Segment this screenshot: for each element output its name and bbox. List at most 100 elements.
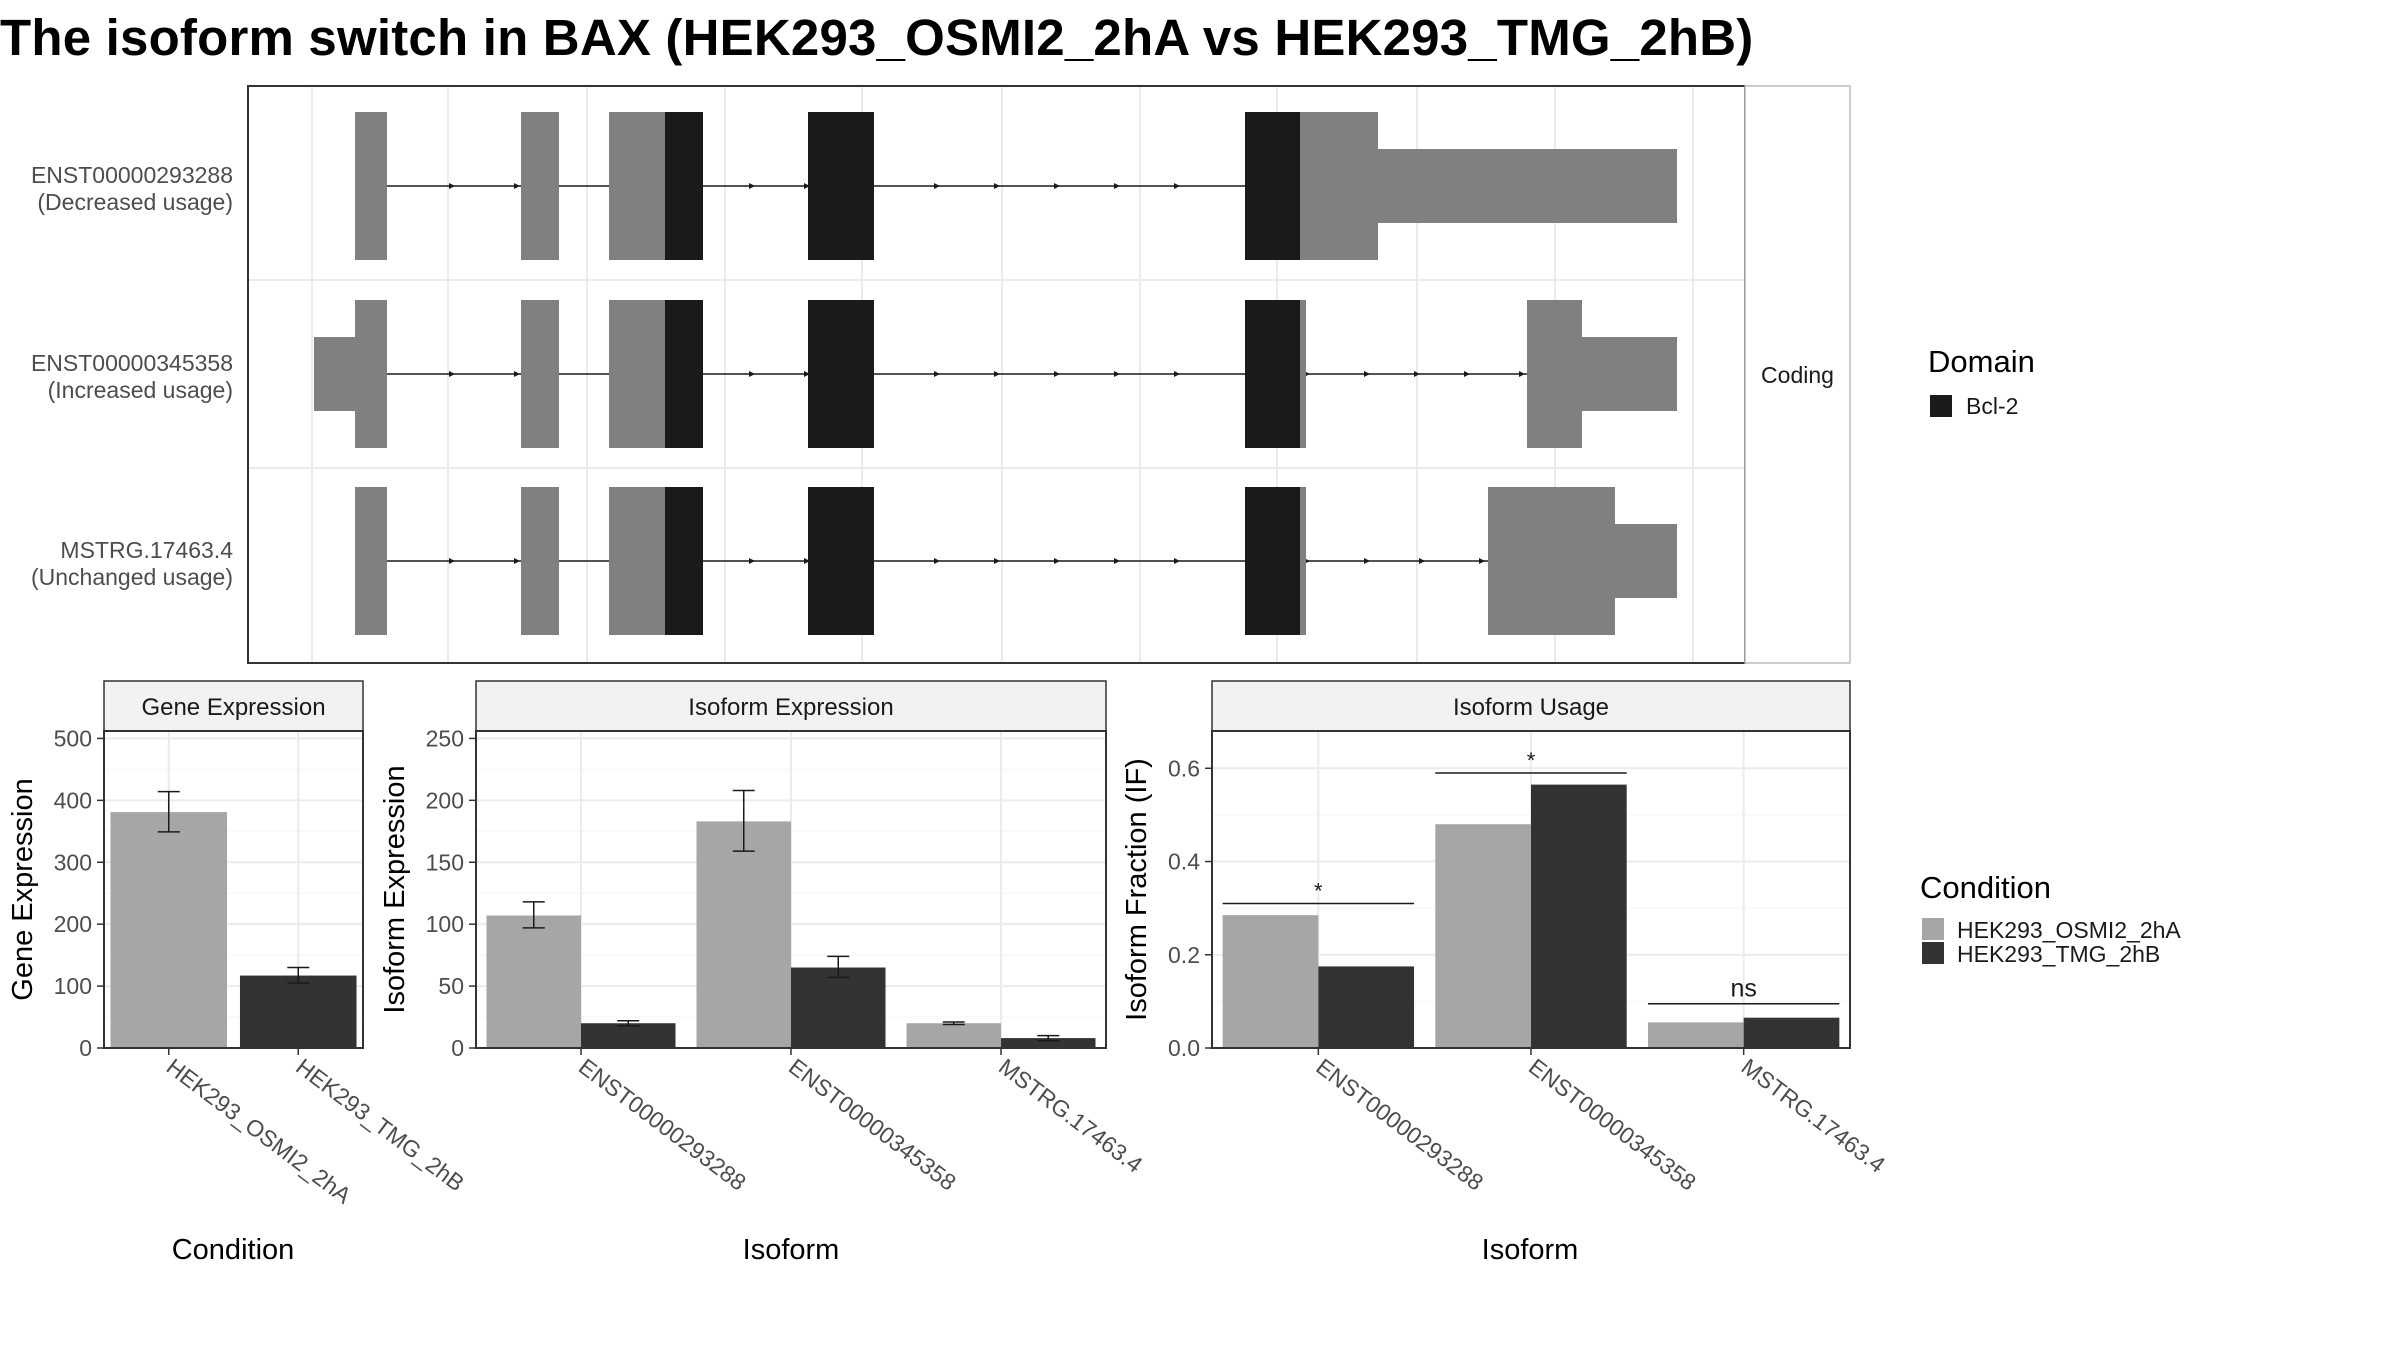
intron-direction-arrow: [994, 558, 1000, 564]
intron-direction-arrow: [514, 371, 520, 377]
y-tick-label: 0.2: [1168, 942, 1200, 968]
significance-label: *: [1314, 878, 1323, 903]
intron-direction-arrow: [514, 558, 520, 564]
chart-panel-isoform-expression: Isoform Expression 0 50 100 150 200 250 ENST000…: [379, 680, 1148, 1266]
intron-direction-arrow: [934, 371, 940, 377]
bar: [1435, 824, 1531, 1048]
y-tick-label: 0: [451, 1035, 464, 1061]
intron-direction-arrow: [804, 558, 810, 564]
exon-block: [1615, 524, 1677, 598]
transcript-usage-label: (Increased usage): [48, 377, 233, 403]
bar: [1001, 1038, 1096, 1048]
intron-direction-arrow: [1419, 558, 1425, 564]
intron-direction-arrow: [1364, 558, 1370, 564]
exon-block: [1300, 300, 1306, 448]
bar: [791, 967, 886, 1048]
exon-block: [1300, 112, 1378, 260]
bar: [1647, 1022, 1744, 1048]
transcript-row-mstrg.17463.4: [355, 487, 1677, 635]
bar: [1318, 966, 1415, 1048]
intron-direction-arrow: [449, 558, 455, 564]
y-tick-label: 150: [426, 849, 464, 875]
bcl2-domain-block: [808, 487, 874, 635]
x-tick-label: ENST00000345358: [784, 1053, 961, 1195]
y-tick-label: 200: [426, 787, 464, 813]
exon-block: [521, 487, 559, 635]
bcl2-domain-block: [665, 112, 703, 260]
intron-direction-arrow: [934, 183, 940, 189]
exon-block: [609, 112, 665, 260]
intron-direction-arrow: [1114, 371, 1120, 377]
panel-strip: [475, 680, 1107, 732]
intron-direction-arrow: [449, 371, 455, 377]
bar: [906, 1023, 1001, 1048]
y-tick-label: 300: [54, 849, 92, 875]
condition-legend-key: [1922, 918, 1944, 940]
transcript-id-label: ENST00000345358: [31, 350, 233, 376]
y-axis-title: Isoform Expression: [379, 765, 411, 1013]
bar: [1531, 784, 1627, 1048]
panel-strip: [1211, 680, 1851, 732]
intron-direction-arrow: [804, 371, 810, 377]
exon-block: [314, 337, 355, 411]
y-tick-label: 0.6: [1168, 755, 1200, 781]
transcript-usage-label: (Decreased usage): [37, 189, 233, 215]
condition-legend-key: [1922, 942, 1944, 964]
bar: [1743, 1017, 1840, 1048]
y-axis-title: Gene Expression: [7, 778, 39, 1000]
chart-panel-isoform-usage: Isoform Usage * * ns 0.0 0.2 0.4 0.6 ENST0000029…: [1121, 680, 1891, 1266]
intron-direction-arrow: [1114, 558, 1120, 564]
bar: [110, 812, 228, 1048]
intron-direction-arrow: [994, 183, 1000, 189]
bar: [486, 915, 581, 1048]
intron-direction-arrow: [1479, 558, 1485, 564]
x-tick-label: MSTRG.17463.4: [994, 1053, 1148, 1178]
facet-strip-label: Coding: [1761, 362, 1834, 388]
x-axis-title: Isoform: [743, 1234, 840, 1266]
y-tick-label: 200: [54, 911, 92, 937]
intron-direction-arrow: [749, 558, 755, 564]
transcript-usage-label: (Unchanged usage): [31, 564, 233, 590]
transcript-id-label: ENST00000293288: [31, 162, 233, 188]
intron-direction-arrow: [934, 558, 940, 564]
panel-strip-title: Isoform Usage: [1453, 694, 1609, 721]
facet-strip: [1744, 85, 1851, 664]
x-axis-title: Isoform: [1482, 1234, 1579, 1266]
domain-legend-key: [1930, 395, 1952, 417]
intron-direction-arrow: [1174, 183, 1180, 189]
bcl2-domain-block: [665, 487, 703, 635]
exon-block: [355, 300, 387, 448]
bcl2-domain-block: [1245, 112, 1300, 260]
domain-legend-title: Domain: [1928, 344, 2035, 379]
exon-block: [355, 487, 387, 635]
intron-direction-arrow: [1054, 371, 1060, 377]
bcl2-domain-block: [808, 300, 874, 448]
transcript-row-enst00000345358: [314, 300, 1677, 448]
x-tick-label: MSTRG.17463.4: [1737, 1053, 1891, 1178]
intron-direction-arrow: [1174, 371, 1180, 377]
y-tick-label: 250: [426, 725, 464, 751]
intron-direction-arrow: [449, 183, 455, 189]
bar: [1222, 915, 1319, 1048]
transcript-id-label: MSTRG.17463.4: [60, 537, 233, 563]
x-tick-label: ENST00000293288: [1311, 1053, 1488, 1195]
intron-direction-arrow: [1174, 558, 1180, 564]
panel-strip-title: Isoform Expression: [688, 694, 893, 721]
panel-strip-title: Gene Expression: [141, 694, 325, 721]
y-tick-label: 500: [54, 725, 92, 751]
exon-block: [1378, 149, 1677, 223]
bar: [239, 975, 357, 1048]
bcl2-domain-block: [665, 300, 703, 448]
intron-direction-arrow: [1519, 371, 1525, 377]
y-tick-label: 0: [79, 1035, 92, 1061]
y-tick-label: 0.0: [1168, 1035, 1200, 1061]
exon-block: [609, 487, 665, 635]
significance-label: *: [1527, 748, 1536, 773]
condition-legend-label: HEK293_TMG_2hB: [1957, 941, 2160, 967]
exon-block: [355, 112, 387, 260]
condition-legend-title: Condition: [1920, 870, 2051, 905]
intron-direction-arrow: [1464, 371, 1470, 377]
exon-block: [521, 300, 559, 448]
